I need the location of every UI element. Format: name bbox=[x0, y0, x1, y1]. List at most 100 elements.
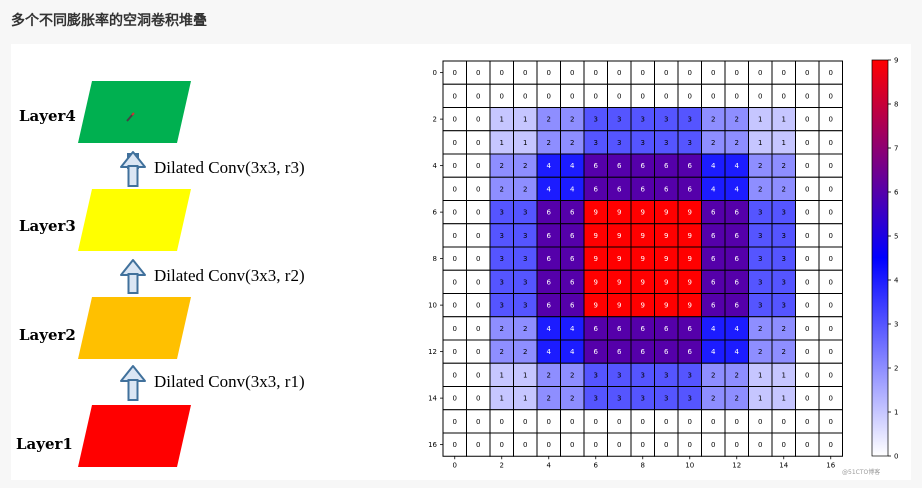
cell-value-label: 6 bbox=[711, 302, 716, 310]
cell-value-label: 0 bbox=[805, 302, 809, 310]
cell-value-label: 4 bbox=[570, 185, 575, 193]
cell-value-label: 1 bbox=[500, 395, 504, 403]
cell-value-label: 2 bbox=[711, 371, 715, 379]
cell-value-label: 0 bbox=[453, 395, 457, 403]
cell-value-label: 0 bbox=[829, 441, 833, 449]
cell-value-label: 0 bbox=[805, 278, 809, 286]
cell-value-label: 0 bbox=[570, 92, 574, 100]
cell-value-label: 0 bbox=[829, 116, 833, 124]
cell-value-label: 0 bbox=[617, 92, 621, 100]
cell-value-label: 6 bbox=[594, 185, 599, 193]
cell-value-label: 0 bbox=[453, 325, 457, 333]
cell-value-label: 0 bbox=[829, 209, 833, 217]
cell-value-label: 0 bbox=[735, 92, 739, 100]
layer3-label: Layer3 bbox=[19, 217, 76, 235]
cell-value-label: 6 bbox=[664, 348, 669, 356]
colorbar-tick-label: 1 bbox=[894, 409, 898, 417]
cell-value-label: 3 bbox=[664, 371, 668, 379]
cell-value-label: 9 bbox=[664, 209, 668, 217]
colorbar-tick-label: 0 bbox=[894, 453, 898, 461]
cell-value-label: 0 bbox=[829, 325, 833, 333]
cell-value-label: 0 bbox=[829, 278, 833, 286]
cell-value-label: 9 bbox=[641, 232, 645, 240]
cell-value-label: 6 bbox=[617, 325, 622, 333]
cell-value-label: 3 bbox=[758, 302, 762, 310]
cell-value-label: 0 bbox=[453, 162, 457, 170]
layer-diagram bbox=[78, 81, 191, 467]
cell-value-label: 0 bbox=[476, 139, 480, 147]
cell-value-label: 0 bbox=[711, 69, 715, 77]
cell-value-label: 9 bbox=[664, 302, 668, 310]
cell-value-label: 2 bbox=[500, 325, 504, 333]
cell-value-label: 9 bbox=[688, 209, 692, 217]
cell-value-label: 0 bbox=[547, 69, 551, 77]
cell-value-label: 0 bbox=[617, 418, 621, 426]
cell-value-label: 0 bbox=[453, 92, 457, 100]
x-tick-label: 0 bbox=[453, 461, 457, 469]
cell-value-label: 9 bbox=[641, 209, 645, 217]
cell-value-label: 0 bbox=[641, 92, 645, 100]
cell-value-label: 1 bbox=[782, 139, 786, 147]
cell-value-label: 3 bbox=[688, 116, 692, 124]
cell-value-label: 0 bbox=[500, 418, 504, 426]
cell-value-label: 3 bbox=[523, 278, 527, 286]
cell-value-label: 0 bbox=[711, 418, 715, 426]
cell-value-label: 4 bbox=[711, 185, 716, 193]
cell-value-label: 4 bbox=[735, 325, 740, 333]
layer4-shape bbox=[78, 81, 191, 143]
cell-value-label: 4 bbox=[711, 348, 716, 356]
cell-value-label: 1 bbox=[782, 395, 786, 403]
cell-value-label: 0 bbox=[476, 371, 480, 379]
cell-value-label: 6 bbox=[547, 278, 552, 286]
cell-value-label: 0 bbox=[829, 395, 833, 403]
cell-value-label: 3 bbox=[500, 209, 504, 217]
cell-value-label: 3 bbox=[594, 139, 598, 147]
cell-value-label: 2 bbox=[735, 371, 739, 379]
x-tick-label: 2 bbox=[500, 461, 504, 469]
cell-value-label: 4 bbox=[570, 325, 575, 333]
cell-value-label: 0 bbox=[758, 69, 762, 77]
cell-value-label: 6 bbox=[664, 185, 669, 193]
cell-value-label: 2 bbox=[735, 116, 739, 124]
cell-value-label: 2 bbox=[547, 116, 551, 124]
cell-value-label: 0 bbox=[547, 441, 551, 449]
cell-value-label: 9 bbox=[688, 302, 692, 310]
cell-value-label: 0 bbox=[523, 69, 527, 77]
watermark: @51CTO博客 bbox=[842, 468, 880, 476]
cell-value-label: 0 bbox=[641, 69, 645, 77]
x-tick-label: 8 bbox=[641, 461, 645, 469]
cell-value-label: 0 bbox=[664, 418, 668, 426]
cell-value-label: 0 bbox=[523, 441, 527, 449]
cell-value-label: 2 bbox=[547, 395, 551, 403]
cell-value-label: 0 bbox=[805, 371, 809, 379]
cell-value-label: 0 bbox=[641, 441, 645, 449]
cell-value-label: 6 bbox=[641, 325, 646, 333]
cell-value-label: 0 bbox=[805, 209, 809, 217]
cell-value-label: 2 bbox=[758, 348, 762, 356]
cell-value-label: 3 bbox=[594, 116, 598, 124]
cell-value-label: 6 bbox=[735, 209, 740, 217]
cell-value-label: 4 bbox=[735, 348, 740, 356]
cell-value-label: 4 bbox=[711, 162, 716, 170]
cell-value-label: 6 bbox=[664, 162, 669, 170]
cell-value-label: 1 bbox=[758, 395, 762, 403]
cell-value-label: 0 bbox=[688, 92, 692, 100]
cell-value-label: 3 bbox=[594, 371, 598, 379]
cell-value-label: 0 bbox=[453, 232, 457, 240]
layer1-shape bbox=[78, 405, 191, 467]
cell-value-label: 9 bbox=[594, 278, 598, 286]
cell-value-label: 0 bbox=[476, 395, 480, 403]
cell-value-label: 0 bbox=[476, 441, 480, 449]
cell-value-label: 6 bbox=[688, 348, 693, 356]
cell-value-label: 9 bbox=[617, 255, 621, 263]
cell-value-label: 3 bbox=[617, 371, 621, 379]
colorbar bbox=[871, 59, 889, 457]
layer1-label: Layer1 bbox=[16, 435, 73, 453]
cell-value-label: 6 bbox=[570, 255, 575, 263]
cell-value-label: 1 bbox=[782, 371, 786, 379]
cell-value-label: 0 bbox=[829, 255, 833, 263]
cell-value-label: 0 bbox=[523, 92, 527, 100]
cell-value-label: 9 bbox=[617, 278, 621, 286]
cell-value-label: 2 bbox=[547, 139, 551, 147]
cell-value-label: 6 bbox=[617, 162, 622, 170]
